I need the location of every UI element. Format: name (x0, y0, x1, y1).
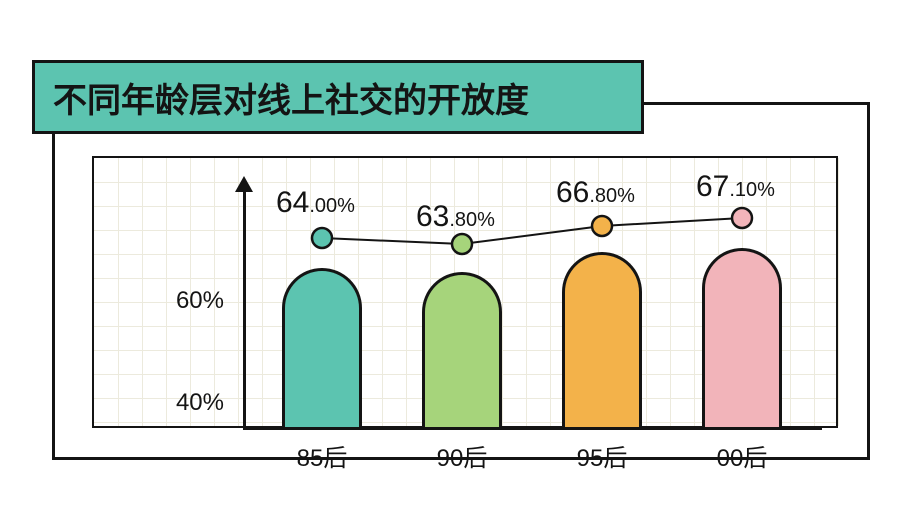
x-category-label: 00后 (682, 438, 802, 473)
bar-value-label: 63.80% (416, 200, 495, 234)
bar-value-label: 64.00% (276, 186, 355, 220)
bar (702, 248, 782, 428)
x-category-label: 85后 (262, 438, 382, 473)
x-axis (243, 427, 823, 430)
x-category-label: 90后 (402, 438, 522, 473)
y-axis-arrow-icon (235, 176, 253, 192)
bar-value-label: 66.80% (556, 176, 635, 210)
bar (282, 268, 362, 428)
y-tick-label: 60% (176, 287, 224, 315)
y-tick-label: 40% (176, 389, 224, 417)
x-category-label: 95后 (542, 438, 662, 473)
chart-title: 不同年龄层对线上社交的开放度 (32, 60, 644, 134)
bar (562, 252, 642, 428)
bar-value-label: 67.10% (696, 170, 775, 204)
y-axis (243, 190, 246, 428)
bar (422, 272, 502, 428)
